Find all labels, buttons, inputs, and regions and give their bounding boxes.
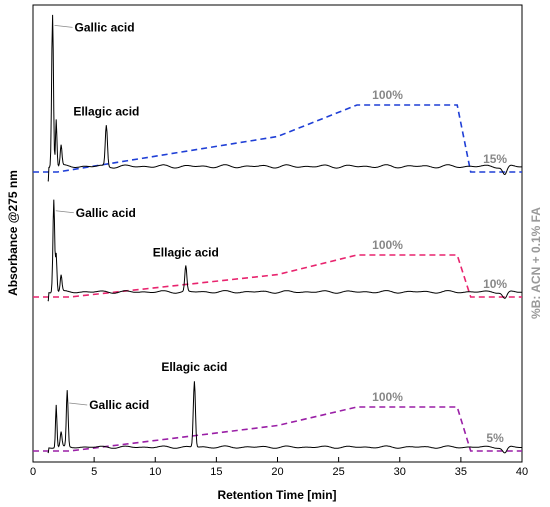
gradient-start-label: 5% xyxy=(486,431,504,445)
x-tick-label: 35 xyxy=(455,466,467,478)
gradient-max-label: 100% xyxy=(372,390,403,404)
peak-label-ellagic-acid: Ellagic acid xyxy=(73,105,139,119)
chromatogram-trace xyxy=(47,199,522,302)
x-tick-label: 0 xyxy=(30,466,36,478)
chromatogram-trace xyxy=(47,14,522,182)
gradient-max-label: 100% xyxy=(372,88,403,102)
gradient-start-label: 10% xyxy=(483,277,507,291)
peak-leader-line xyxy=(54,25,73,28)
x-tick-label: 40 xyxy=(516,466,528,478)
x-tick-label: 10 xyxy=(149,466,161,478)
x-tick-label: 15 xyxy=(210,466,222,478)
y-axis-label: Absorbance @275 nm xyxy=(6,170,20,296)
chromatogram-trace xyxy=(47,381,523,454)
gradient-line xyxy=(33,406,522,452)
gradient-max-label: 100% xyxy=(372,238,403,252)
x-tick-label: 20 xyxy=(271,466,283,478)
peak-leader-line xyxy=(69,402,88,406)
peak-label-gallic-acid: Gallic acid xyxy=(76,206,136,220)
peak-label-gallic-acid: Gallic acid xyxy=(89,398,149,412)
peak-label-ellagic-acid: Ellagic acid xyxy=(153,245,219,259)
x-tick-label: 30 xyxy=(394,466,406,478)
x-axis-label: Retention Time [min] xyxy=(217,488,336,502)
x-tick-label: 5 xyxy=(91,466,97,478)
gradient-line xyxy=(33,104,522,173)
peak-label-gallic-acid: Gallic acid xyxy=(75,20,135,34)
peak-label-ellagic-acid: Ellagic acid xyxy=(161,360,227,374)
plot-frame xyxy=(32,4,523,463)
gradient-line xyxy=(33,254,522,298)
peak-leader-line xyxy=(55,210,74,214)
x-tick-label: 25 xyxy=(333,466,345,478)
y2-axis-label: %B: ACN + 0.1% FA xyxy=(529,207,543,319)
gradient-start-label: 15% xyxy=(483,152,507,166)
